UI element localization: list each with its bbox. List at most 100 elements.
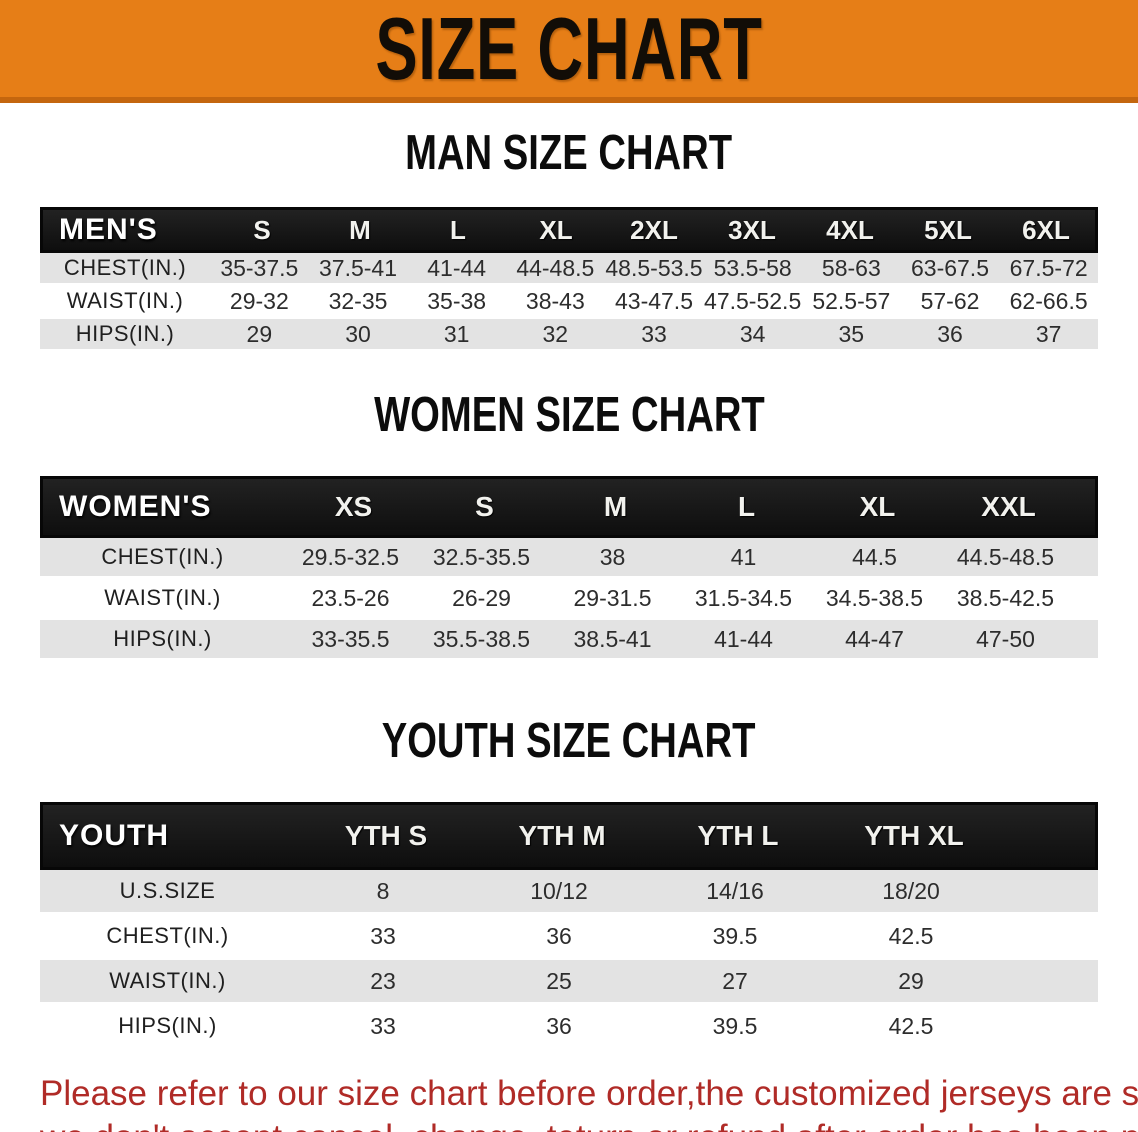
row-label: HIPS(IN.) xyxy=(113,626,212,651)
row-label: CHEST(IN.) xyxy=(106,923,229,948)
header-cell: 6XL xyxy=(1022,214,1070,245)
header-cell: XL xyxy=(539,214,573,245)
men-section: MAN SIZE CHART MEN'S S M L XL 2XL 3XL 4X… xyxy=(0,128,1138,352)
row-label: HIPS(IN.) xyxy=(118,1013,217,1038)
size-value: 31.5-34.5 xyxy=(694,584,793,611)
disclaimer-line-2: we don't accept cancel, change, teturn o… xyxy=(40,1116,1138,1132)
women-section: WOMEN SIZE CHART WOMEN'S XS S M L XL XXL… xyxy=(0,390,1138,661)
size-value: 37 xyxy=(1035,320,1062,347)
header-cell: S xyxy=(253,214,271,245)
size-value: 37.5-41 xyxy=(318,254,397,281)
row-label: WAIST(IN.) xyxy=(104,585,221,610)
size-value: 36 xyxy=(546,922,572,949)
youth-table-corner-label: YOUTH xyxy=(59,819,169,852)
header-cell: M xyxy=(349,214,371,245)
header-cell: 4XL xyxy=(826,214,874,245)
size-value: 57-62 xyxy=(920,287,980,314)
size-value: 67.5-72 xyxy=(1009,254,1088,281)
size-value: 29 xyxy=(898,967,924,994)
header-cell: 5XL xyxy=(924,214,972,245)
size-value: 48.5-53.5 xyxy=(605,254,703,281)
header-cell: YTH S xyxy=(344,820,428,851)
youth-ussize-row: U.S.SIZE 8 10/12 14/16 18/20 xyxy=(40,870,1098,915)
size-value: 18/20 xyxy=(882,877,940,904)
size-value: 8 xyxy=(376,877,390,904)
banner: SIZE CHART xyxy=(0,0,1138,103)
youth-table-header: YOUTH YTH S YTH M YTH L YTH XL xyxy=(40,802,1098,870)
youth-chest-row: CHEST(IN.) 33 36 39.5 42.5 xyxy=(40,915,1098,960)
size-value: 26-29 xyxy=(452,584,511,611)
size-value: 33-35.5 xyxy=(311,625,390,652)
size-value: 43-47.5 xyxy=(614,287,693,314)
size-value: 29 xyxy=(246,320,273,347)
size-value: 42.5 xyxy=(888,1012,934,1039)
women-table-corner-label: WOMEN'S xyxy=(59,490,212,523)
men-chest-row: CHEST(IN.) 35-37.5 37.5-41 41-44 44-48.5… xyxy=(40,253,1098,286)
youth-section: YOUTH SIZE CHART YOUTH YTH S YTH M YTH L… xyxy=(0,716,1138,1050)
size-value: 39.5 xyxy=(712,922,758,949)
size-value: 31 xyxy=(443,320,470,347)
size-value: 33 xyxy=(370,922,396,949)
row-label: HIPS(IN.) xyxy=(75,321,175,346)
women-section-title: WOMEN SIZE CHART xyxy=(373,388,765,442)
men-hips-row: HIPS(IN.) 29 30 31 32 33 34 35 36 37 xyxy=(40,319,1098,352)
size-value: 38.5-42.5 xyxy=(956,584,1055,611)
size-value: 23 xyxy=(370,967,396,994)
header-cell: XXL xyxy=(981,491,1036,522)
row-label: CHEST(IN.) xyxy=(63,255,187,280)
size-value: 34.5-38.5 xyxy=(825,584,924,611)
row-label: CHEST(IN.) xyxy=(101,544,224,569)
size-value: 62-66.5 xyxy=(1009,287,1088,314)
women-waist-row: WAIST(IN.) 23.5-26 26-29 29-31.5 31.5-34… xyxy=(40,579,1098,620)
size-value: 27 xyxy=(722,967,748,994)
disclaimer: Please refer to our size chart before or… xyxy=(40,1072,1138,1132)
youth-section-title: YOUTH SIZE CHART xyxy=(382,714,756,768)
size-value: 47-50 xyxy=(976,625,1035,652)
size-value: 38-43 xyxy=(525,287,585,314)
size-value: 63-67.5 xyxy=(910,254,989,281)
page-title: SIZE CHART xyxy=(375,0,763,98)
size-value: 32 xyxy=(542,320,569,347)
size-value: 33 xyxy=(641,320,667,347)
women-table-header: WOMEN'S XS S M L XL XXL xyxy=(40,476,1098,538)
size-value: 10/12 xyxy=(530,877,588,904)
size-value: 44-48.5 xyxy=(516,254,595,281)
size-value: 35-37.5 xyxy=(220,254,299,281)
size-value: 23.5-26 xyxy=(311,584,390,611)
men-section-title: MAN SIZE CHART xyxy=(405,126,733,180)
men-table-corner-label: MEN'S xyxy=(59,213,158,246)
size-value: 36 xyxy=(937,320,963,347)
header-cell: XS xyxy=(334,491,373,522)
row-label: WAIST(IN.) xyxy=(66,288,184,313)
men-table-header: MEN'S S M L XL 2XL 3XL 4XL 5XL 6XL xyxy=(40,207,1098,253)
size-value: 38.5-41 xyxy=(573,625,652,652)
size-value: 44.5-48.5 xyxy=(956,543,1055,570)
header-cell: 2XL xyxy=(630,214,678,245)
header-cell: S xyxy=(475,491,494,522)
size-value: 41 xyxy=(730,543,757,570)
header-cell: YTH M xyxy=(518,820,606,851)
size-value: 44.5 xyxy=(852,543,897,570)
men-size-table: MEN'S S M L XL 2XL 3XL 4XL 5XL 6XL CHEST… xyxy=(40,207,1098,352)
men-waist-row: WAIST(IN.) 29-32 32-35 35-38 38-43 43-47… xyxy=(40,286,1098,319)
size-value: 35 xyxy=(838,320,865,347)
header-cell: YTH L xyxy=(697,820,779,851)
size-value: 41-44 xyxy=(714,625,773,652)
youth-waist-row: WAIST(IN.) 23 25 27 29 xyxy=(40,960,1098,1005)
header-cell: 3XL xyxy=(728,214,776,245)
size-value: 35-38 xyxy=(427,287,487,314)
size-value: 35.5-38.5 xyxy=(432,625,531,652)
row-label: WAIST(IN.) xyxy=(109,968,226,993)
size-value: 29-31.5 xyxy=(573,584,652,611)
youth-hips-row: HIPS(IN.) 33 36 39.5 42.5 xyxy=(40,1005,1098,1050)
size-value: 58-63 xyxy=(821,254,881,281)
disclaimer-line-1: Please refer to our size chart before or… xyxy=(40,1074,1138,1113)
size-value: 42.5 xyxy=(888,922,934,949)
size-value: 29.5-32.5 xyxy=(301,543,400,570)
row-label: U.S.SIZE xyxy=(119,878,216,903)
size-value: 39.5 xyxy=(712,1012,758,1039)
size-value: 34 xyxy=(739,320,766,347)
size-value: 30 xyxy=(345,320,371,347)
size-value: 38 xyxy=(599,543,626,570)
